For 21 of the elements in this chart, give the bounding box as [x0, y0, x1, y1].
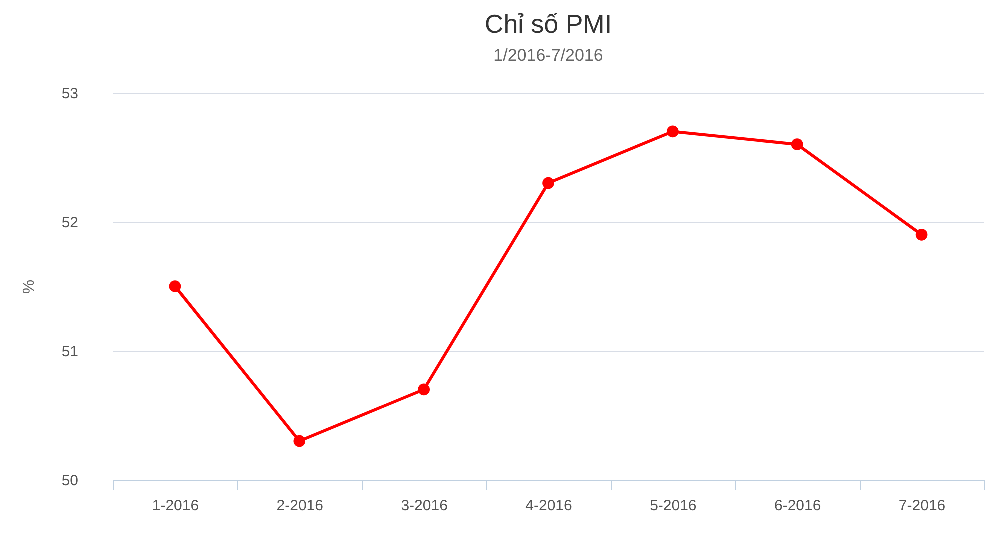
point: [542, 177, 554, 190]
point: [667, 126, 679, 138]
chart-title: Chỉ số PMI: [484, 9, 612, 39]
x-tick-label: 6-2016: [774, 498, 822, 514]
x-tick-label: 1-2016: [152, 498, 200, 514]
y-tick-label: 53: [62, 86, 78, 102]
chart-subtitle: 1/2016-7/2016: [494, 46, 604, 65]
y-tick-label: 52: [62, 214, 78, 232]
point: [916, 228, 928, 241]
point: [169, 280, 182, 292]
y-tick-label: 51: [62, 344, 78, 360]
x-tick-label: 5-2016: [650, 498, 697, 514]
point: [294, 435, 306, 448]
y-tick-label: 50: [62, 472, 78, 490]
point: [418, 384, 430, 396]
x-tick-label: 4-2016: [526, 498, 572, 514]
x-tick-label: 2-2016: [276, 498, 324, 514]
x-tick-label: 7-2016: [898, 498, 946, 514]
y-axis-title: %: [20, 280, 38, 294]
x-tick-label: 3-2016: [401, 498, 448, 514]
point: [791, 138, 804, 151]
